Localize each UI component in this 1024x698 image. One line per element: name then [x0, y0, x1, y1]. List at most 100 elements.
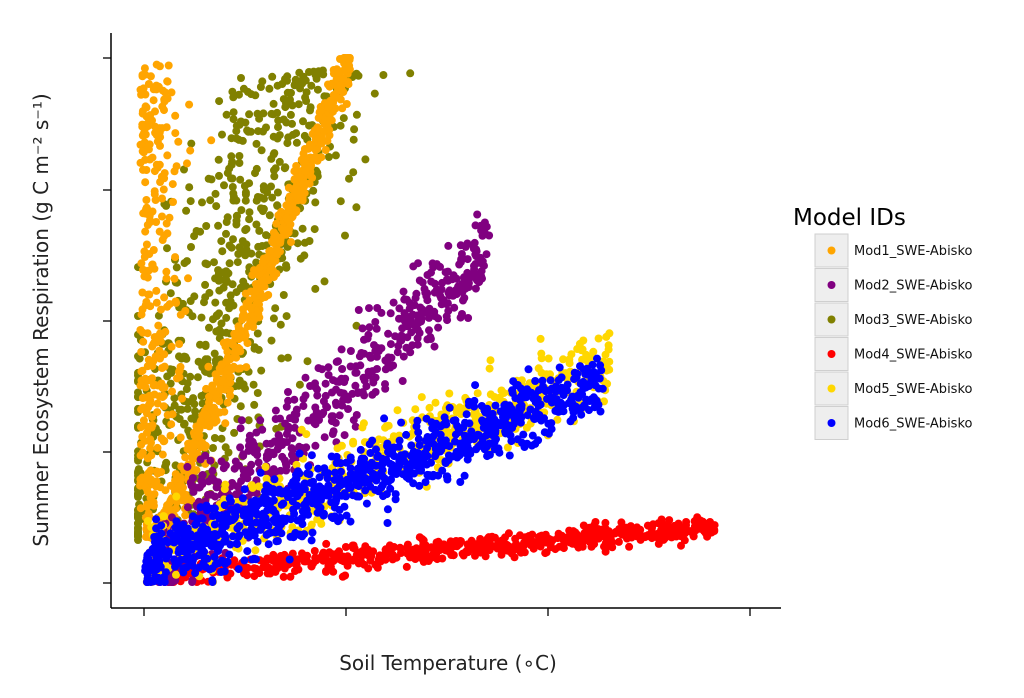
data-point: [188, 474, 197, 483]
data-point: [185, 100, 194, 109]
data-point: [210, 530, 219, 538]
data-point: [335, 481, 344, 490]
data-point: [200, 298, 208, 307]
data-point: [214, 155, 223, 164]
data-point: [349, 437, 358, 446]
data-point: [307, 451, 316, 460]
data-point: [162, 568, 170, 577]
data-point: [232, 134, 241, 143]
data-point: [545, 395, 554, 403]
data-point: [292, 485, 301, 494]
data-point: [349, 168, 358, 177]
data-point: [266, 503, 275, 512]
scatter-points: [134, 54, 719, 586]
data-point: [157, 434, 166, 443]
data-point: [237, 416, 246, 425]
data-point: [690, 522, 699, 531]
data-point: [141, 374, 150, 383]
data-point: [248, 508, 257, 517]
data-point: [456, 441, 465, 450]
data-point: [251, 546, 260, 555]
data-point: [317, 68, 326, 77]
data-point: [364, 367, 373, 376]
data-point: [243, 547, 252, 556]
data-point: [417, 305, 426, 314]
data-point: [234, 322, 243, 331]
data-point: [171, 253, 180, 262]
data-point: [464, 314, 473, 322]
data-point: [189, 553, 198, 562]
data-point: [282, 486, 291, 495]
data-point: [300, 189, 309, 198]
data-point: [236, 402, 245, 411]
data-point: [262, 474, 271, 483]
data-point: [174, 548, 183, 557]
data-point: [481, 431, 490, 440]
data-point: [534, 401, 543, 410]
data-point: [326, 96, 335, 105]
data-point: [201, 340, 210, 349]
data-point: [345, 174, 353, 183]
data-point: [232, 212, 241, 221]
data-point: [308, 528, 317, 537]
data-point: [161, 88, 170, 97]
data-point: [472, 245, 481, 254]
data-point: [236, 443, 245, 452]
data-point: [215, 397, 224, 406]
legend-title: Model IDs: [793, 205, 906, 231]
data-point: [253, 389, 262, 397]
data-point: [349, 135, 358, 144]
legend-label: Mod2_SWE-Abisko: [854, 279, 973, 294]
data-point: [310, 547, 319, 555]
data-point: [293, 516, 302, 525]
data-point: [218, 377, 227, 386]
data-point: [284, 396, 293, 405]
data-point: [268, 556, 277, 565]
data-point: [326, 558, 335, 567]
data-point: [310, 225, 319, 234]
data-point: [434, 471, 443, 480]
data-point: [158, 393, 167, 401]
data-point: [443, 316, 452, 325]
data-point: [314, 364, 323, 373]
data-point: [413, 449, 422, 457]
data-point: [153, 469, 162, 478]
data-point: [420, 284, 429, 293]
data-point: [415, 481, 424, 490]
data-point: [189, 541, 198, 550]
data-point: [546, 376, 555, 385]
data-point: [249, 323, 258, 331]
data-point: [243, 339, 252, 348]
data-point: [152, 60, 161, 69]
data-point: [182, 385, 191, 394]
data-point: [499, 410, 508, 419]
data-point: [553, 415, 562, 424]
data-point: [485, 411, 494, 420]
data-point: [240, 313, 249, 322]
legend-item-5: Mod5_SWE-Abisko: [814, 371, 973, 406]
data-point: [434, 323, 443, 332]
data-point: [172, 492, 181, 501]
data-point: [235, 243, 244, 252]
data-point: [138, 120, 147, 129]
data-point: [225, 494, 234, 503]
data-point: [460, 471, 469, 480]
data-point: [281, 419, 290, 428]
data-point: [444, 241, 453, 250]
data-point: [288, 434, 297, 443]
data-point: [174, 473, 183, 481]
data-point: [141, 178, 150, 187]
data-point: [336, 197, 345, 206]
data-point: [646, 532, 655, 541]
data-point: [238, 136, 247, 145]
data-point: [146, 466, 155, 475]
data-point: [168, 180, 177, 189]
data-point: [210, 258, 218, 267]
data-point: [215, 171, 223, 180]
data-point: [682, 518, 691, 526]
data-point: [188, 312, 197, 321]
data-point: [361, 542, 370, 551]
data-point: [220, 501, 229, 510]
data-point: [232, 220, 241, 229]
data-point: [228, 280, 237, 289]
